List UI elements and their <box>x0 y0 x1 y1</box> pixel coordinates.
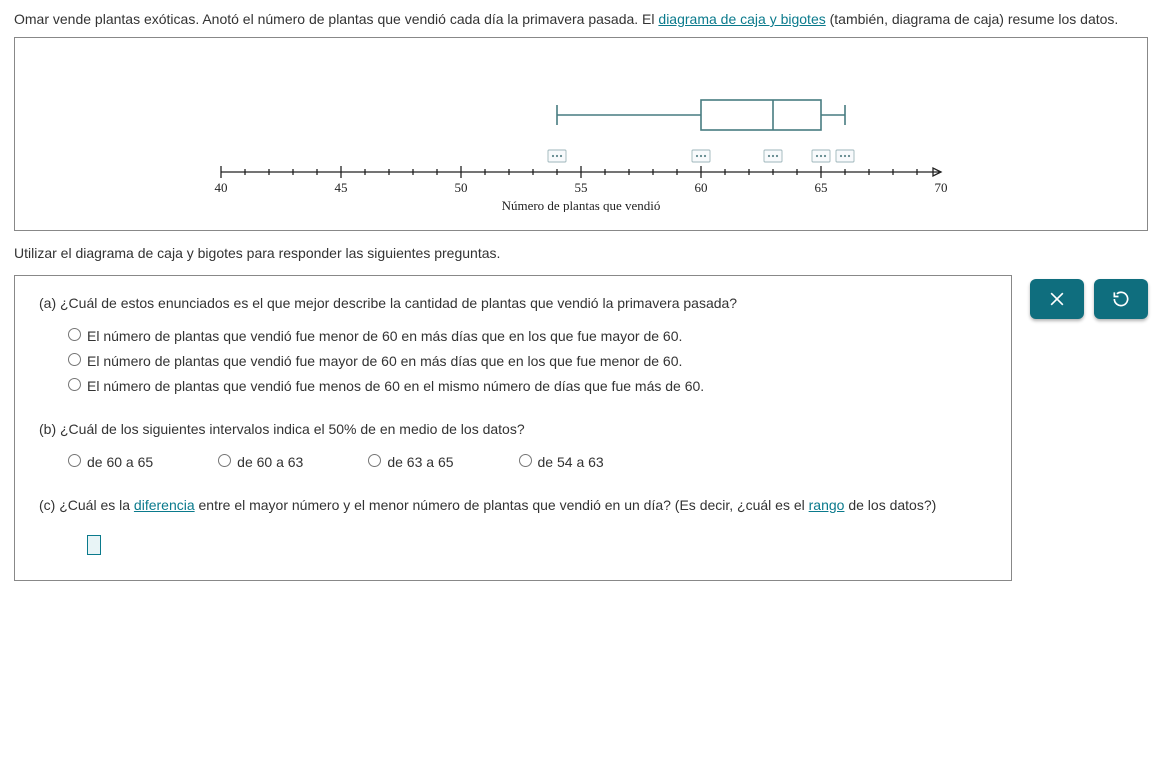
link-boxplot-term[interactable]: diagrama de caja y bigotes <box>658 11 825 27</box>
qb-option[interactable]: de 60 a 63 <box>213 451 303 470</box>
close-icon <box>1047 289 1067 309</box>
qa-option-label: El número de plantas que vendió fue mayo… <box>87 353 682 369</box>
qb-radio[interactable] <box>218 454 231 467</box>
boxplot-handle[interactable] <box>812 150 830 162</box>
qa-radio[interactable] <box>68 328 81 341</box>
reset-button[interactable] <box>1094 279 1148 319</box>
action-buttons <box>1030 275 1148 319</box>
qb-radio[interactable] <box>519 454 532 467</box>
qb-option[interactable]: de 63 a 65 <box>363 451 453 470</box>
qa-option-label: El número de plantas que vendió fue meno… <box>87 378 704 394</box>
boxplot-handle[interactable] <box>548 150 566 162</box>
qb-option[interactable]: de 60 a 65 <box>63 451 153 470</box>
qa-option-label: El número de plantas que vendió fue meno… <box>87 328 682 344</box>
answer-input-c[interactable] <box>87 535 101 555</box>
c-text-mid: entre el mayor número y el menor número … <box>195 497 809 513</box>
qb-option-label: de 60 a 65 <box>87 454 153 470</box>
qb-option-label: de 63 a 65 <box>387 454 453 470</box>
close-button[interactable] <box>1030 279 1084 319</box>
question-b-options: de 60 a 65 de 60 a 63 de 63 a 65 de 54 a 63 <box>63 451 987 470</box>
qb-radio[interactable] <box>368 454 381 467</box>
svg-text:50: 50 <box>455 180 468 195</box>
svg-text:70: 70 <box>935 180 948 195</box>
link-diferencia[interactable]: diferencia <box>134 497 195 513</box>
svg-text:Número de plantas que vendió: Número de plantas que vendió <box>502 198 661 212</box>
qb-option[interactable]: de 54 a 63 <box>514 451 604 470</box>
question-b: (b) ¿Cuál de los siguientes intervalos i… <box>39 420 987 470</box>
intro-text-pre: Omar vende plantas exóticas. Anotó el nú… <box>14 11 658 27</box>
qa-radio[interactable] <box>68 378 81 391</box>
qa-option[interactable]: El número de plantas que vendió fue meno… <box>63 375 987 394</box>
svg-text:40: 40 <box>215 180 228 195</box>
question-a-prompt: (a) ¿Cuál de estos enunciados es el que … <box>39 294 987 313</box>
svg-text:65: 65 <box>815 180 828 195</box>
qa-radio[interactable] <box>68 353 81 366</box>
c-text-post: de los datos?) <box>844 497 936 513</box>
qb-option-label: de 54 a 63 <box>538 454 604 470</box>
intro-text-post: (también, diagrama de caja) resume los d… <box>826 11 1119 27</box>
qb-option-label: de 60 a 63 <box>237 454 303 470</box>
instruction-text: Utilizar el diagrama de caja y bigotes p… <box>14 245 1148 261</box>
question-a-options: El número de plantas que vendió fue meno… <box>39 325 987 394</box>
question-a: (a) ¿Cuál de estos enunciados es el que … <box>39 294 987 394</box>
c-text-pre: (c) ¿Cuál es la <box>39 497 134 513</box>
problem-intro: Omar vende plantas exóticas. Anotó el nú… <box>14 10 1148 29</box>
boxplot-handle[interactable] <box>692 150 710 162</box>
link-rango[interactable]: rango <box>809 497 845 513</box>
qa-option[interactable]: El número de plantas que vendió fue meno… <box>63 325 987 344</box>
boxplot-chart: 40 45 50 55 60 65 70 Número de plantas que vend… <box>191 52 971 212</box>
questions-frame: (a) ¿Cuál de estos enunciados es el que … <box>14 275 1012 581</box>
question-b-prompt: (b) ¿Cuál de los siguientes intervalos i… <box>39 420 987 439</box>
qb-radio[interactable] <box>68 454 81 467</box>
boxplot-handle[interactable] <box>764 150 782 162</box>
boxplot-frame: 40 45 50 55 60 65 70 Número de plantas que vend… <box>14 37 1148 231</box>
qa-option[interactable]: El número de plantas que vendió fue mayo… <box>63 350 987 369</box>
svg-text:60: 60 <box>695 180 708 195</box>
reset-icon <box>1111 289 1131 309</box>
svg-text:55: 55 <box>575 180 588 195</box>
question-c: (c) ¿Cuál es la diferencia entre el mayo… <box>39 496 987 558</box>
question-c-prompt: (c) ¿Cuál es la diferencia entre el mayo… <box>39 496 987 515</box>
boxplot-handle[interactable] <box>836 150 854 162</box>
svg-text:45: 45 <box>335 180 348 195</box>
